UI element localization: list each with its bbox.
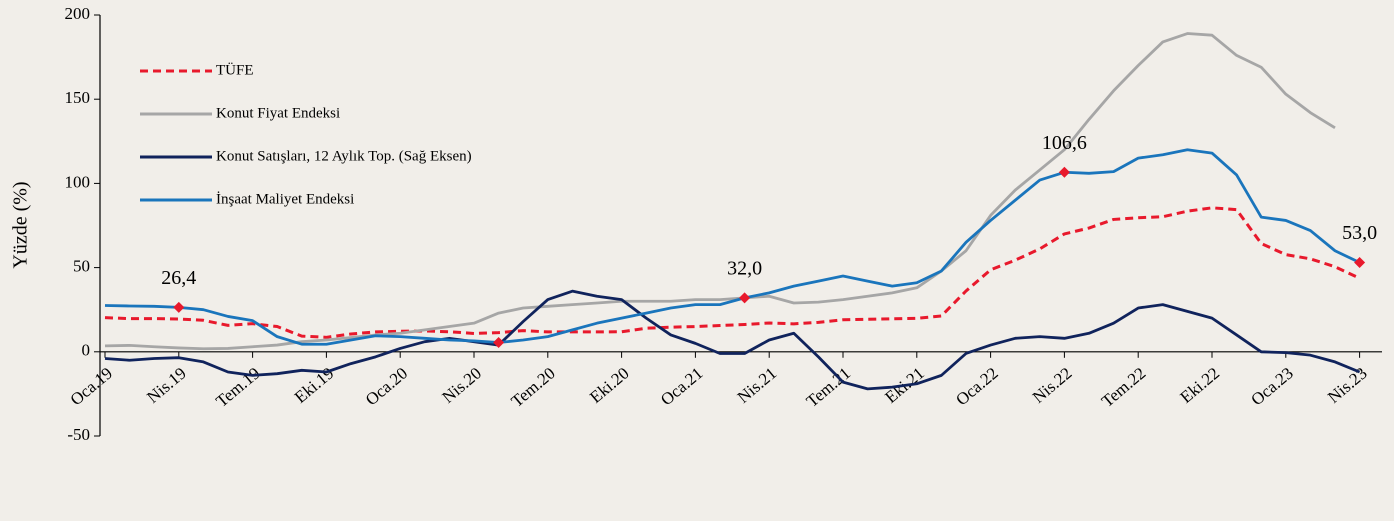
marker [1058, 166, 1070, 178]
marker [739, 292, 751, 304]
series-line [104, 206, 1361, 339]
series-line [104, 289, 1361, 391]
y-tick-label: 0 [82, 341, 91, 360]
x-tick-label: Tem.20 [507, 364, 558, 411]
legend-label: İnşaat Maliyet Endeksi [216, 191, 354, 207]
x-tick-label: Oca.22 [952, 364, 1001, 410]
x-tick-label: Tem.21 [803, 364, 854, 411]
x-tick-label: Nis.21 [734, 364, 781, 407]
x-tick-label: Nis.23 [1324, 364, 1371, 407]
marker [173, 301, 185, 313]
annotation: 26,4 [161, 267, 196, 289]
y-tick-label: 200 [65, 4, 91, 23]
legend-label: Konut Fiyat Endeksi [216, 105, 340, 121]
y-axis-label: Yüzde (%) [10, 181, 32, 268]
y-tick-label: 150 [65, 88, 91, 107]
legend-label: TÜFE [216, 61, 254, 78]
annotation: 32,0 [727, 258, 762, 280]
series-line [104, 148, 1361, 346]
marker [1354, 257, 1366, 269]
x-tick-label: Oca.21 [657, 364, 706, 410]
x-tick-label: Oca.23 [1247, 364, 1296, 410]
legend-label: Konut Satışları, 12 Aylık Top. (Sağ Ekse… [216, 148, 472, 164]
x-tick-label: Eki.22 [1177, 364, 1224, 407]
y-tick-label: 100 [65, 172, 91, 191]
series-line [104, 32, 1336, 351]
x-tick-label: Nis.22 [1029, 364, 1076, 407]
annotation: 106,6 [1042, 132, 1087, 154]
marker [493, 337, 505, 349]
x-tick-label: Eki.20 [586, 364, 633, 407]
x-tick-label: Oca.19 [67, 364, 116, 410]
x-tick-label: Tem.19 [212, 364, 263, 411]
annotation: 53,0 [1342, 222, 1377, 244]
x-tick-label: Tem.22 [1098, 364, 1149, 411]
y-tick-label: -50 [67, 425, 90, 444]
x-tick-label: Nis.19 [143, 364, 190, 407]
x-tick-label: Oca.20 [362, 364, 411, 410]
x-tick-label: Nis.20 [438, 364, 485, 407]
y-tick-label: 50 [73, 257, 90, 276]
